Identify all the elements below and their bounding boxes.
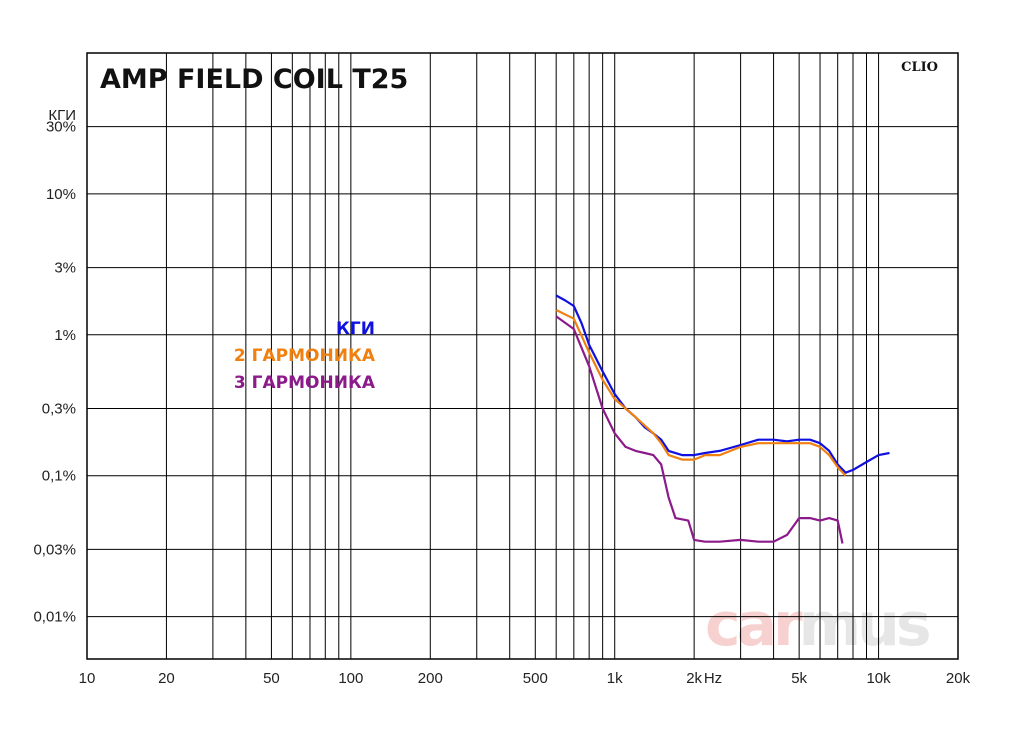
x-tick-label: 20 [158, 670, 175, 687]
brand-label: CLIO [901, 60, 938, 75]
y-tick-label: 1% [54, 327, 76, 344]
y-tick-label: 0,3% [42, 400, 76, 417]
y-axis-title: КГИ [48, 107, 76, 124]
svg-text:carmus: carmus [705, 590, 929, 660]
series-line-2 [555, 309, 847, 477]
x-tick-label: 500 [523, 670, 548, 687]
y-tick-label: 0,1% [42, 468, 76, 485]
y-tick-label: 0,03% [33, 541, 76, 558]
series-line-1 [555, 294, 890, 474]
y-tick-label: 10% [46, 186, 76, 203]
watermark: carmus [705, 590, 933, 660]
series-line-3 [555, 315, 844, 544]
y-tick-label: 30% [46, 119, 76, 136]
y-tick-label: 0,01% [33, 609, 76, 626]
x-tick-label: 5k [791, 670, 807, 687]
legend-entry-3: 3 ГАРМОНИКА [234, 373, 376, 393]
watermark-part1: car [705, 590, 803, 660]
x-tick-label: 10k [866, 670, 891, 687]
x-tick-label: 1k [607, 670, 623, 687]
x-tick-label: 50 [263, 670, 280, 687]
legend-entry-1: КГИ [336, 319, 375, 339]
x-tick-label: 100 [338, 670, 363, 687]
plot-frame [86, 52, 959, 660]
legend-entry-2: 2 ГАРМОНИКА [234, 346, 376, 366]
series-layer [555, 294, 890, 544]
x-unit-label: Hz [704, 670, 722, 687]
x-tick-label: 20k [946, 670, 971, 687]
chart-title: AMP FIELD COIL T25 [100, 64, 408, 95]
x-tick-label: 10 [79, 670, 96, 687]
x-tick-label: 2k [686, 670, 702, 687]
watermark-part2: mus [799, 590, 929, 660]
y-tick-label: 3% [54, 260, 76, 277]
legend: КГИ 2 ГАРМОНИКА 3 ГАРМОНИКА [234, 319, 376, 393]
x-tick-label: 200 [418, 670, 443, 687]
tick-labels: 10 20 50 100 200 500 1k 2k 5k 10k 20k 30% 10% 3% 1% 0,3… [33, 119, 970, 687]
grid [87, 53, 958, 659]
